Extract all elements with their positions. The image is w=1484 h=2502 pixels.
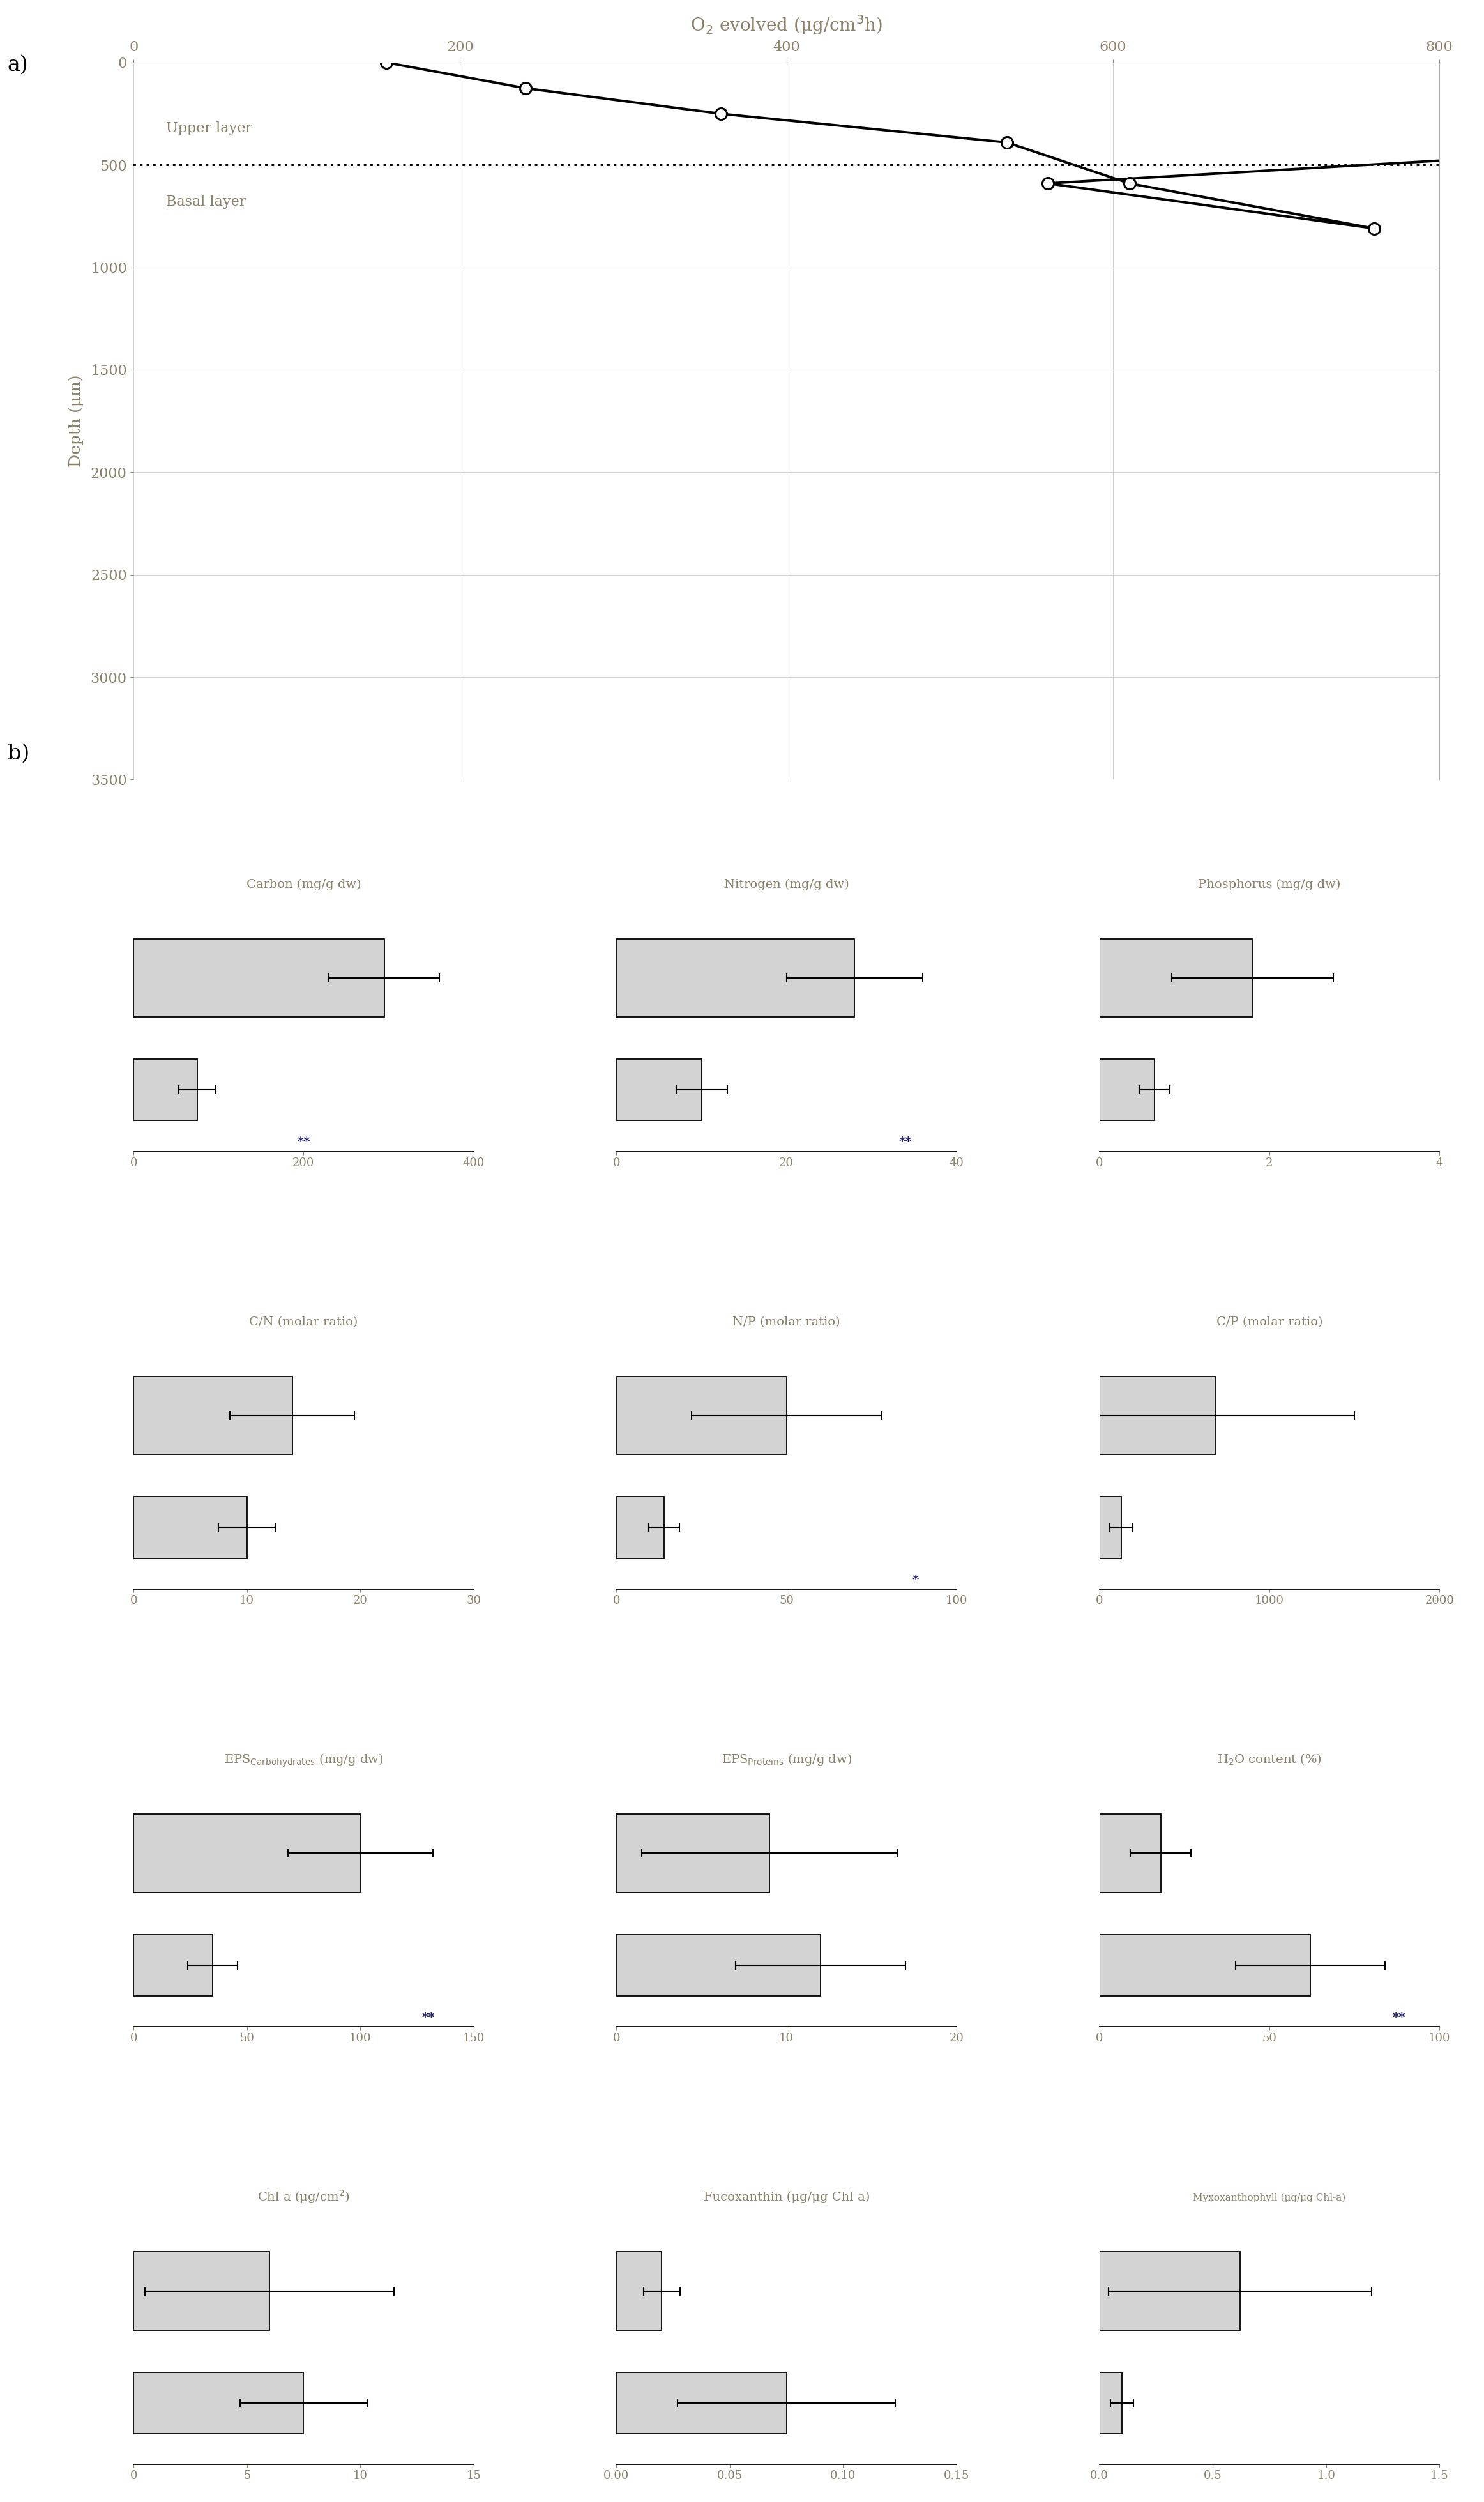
Bar — [1100, 1496, 1122, 1559]
Bar — [616, 2252, 662, 2329]
Title: Chl-a (μg/cm$^2$): Chl-a (μg/cm$^2$) — [258, 2189, 350, 2204]
Bar — [134, 1496, 246, 1559]
Bar — [134, 938, 384, 1016]
Text: b): b) — [7, 743, 30, 763]
Bar — [616, 938, 855, 1016]
Bar — [1100, 938, 1252, 1016]
Title: Fucoxanthin (μg/μg Chl-a): Fucoxanthin (μg/μg Chl-a) — [703, 2192, 870, 2204]
Bar — [1100, 1814, 1160, 1892]
Bar — [1100, 2372, 1122, 2434]
Bar — [134, 1934, 212, 1997]
Title: Phosphorus (mg/g dw): Phosphorus (mg/g dw) — [1198, 878, 1340, 891]
Bar — [616, 2372, 787, 2434]
Title: Nitrogen (mg/g dw): Nitrogen (mg/g dw) — [724, 878, 849, 891]
Title: C/P (molar ratio): C/P (molar ratio) — [1217, 1316, 1322, 1329]
Text: **: ** — [297, 1136, 310, 1148]
Bar — [134, 1814, 361, 1892]
Bar — [1100, 1376, 1215, 1454]
Title: EPS$_{\mathrm{Carbohydrates}}$ (mg/g dw): EPS$_{\mathrm{Carbohydrates}}$ (mg/g dw) — [224, 1751, 383, 1769]
Bar — [134, 2372, 304, 2434]
Title: C/N (molar ratio): C/N (molar ratio) — [249, 1316, 358, 1329]
Bar — [616, 1496, 665, 1559]
Bar — [616, 1934, 821, 1997]
Y-axis label: Depth (μm): Depth (μm) — [68, 375, 83, 468]
Bar — [616, 1814, 770, 1892]
Text: Upper layer: Upper layer — [166, 120, 252, 135]
Bar — [134, 2252, 270, 2329]
Text: a): a) — [7, 55, 28, 75]
Bar — [1100, 1934, 1310, 1997]
X-axis label: O$_2$ evolved (μg/cm$^3$h): O$_2$ evolved (μg/cm$^3$h) — [690, 13, 883, 38]
Title: N/P (molar ratio): N/P (molar ratio) — [733, 1316, 840, 1329]
Bar — [1100, 2252, 1241, 2329]
Bar — [616, 1376, 787, 1454]
Text: *: * — [913, 1574, 919, 1586]
Text: Basal layer: Basal layer — [166, 195, 246, 208]
Title: Myxoxanthophyll (μg/μg Chl-a): Myxoxanthophyll (μg/μg Chl-a) — [1193, 2194, 1346, 2202]
Title: H$_2$O content (%): H$_2$O content (%) — [1217, 1751, 1322, 1766]
Title: EPS$_{\mathrm{Proteins}}$ (mg/g dw): EPS$_{\mathrm{Proteins}}$ (mg/g dw) — [721, 1751, 852, 1766]
Bar — [134, 1058, 197, 1121]
Title: Carbon (mg/g dw): Carbon (mg/g dw) — [246, 878, 361, 891]
Bar — [616, 1058, 702, 1121]
Text: **: ** — [899, 1136, 913, 1148]
Text: **: ** — [1392, 2012, 1405, 2024]
Bar — [134, 1376, 292, 1454]
Text: **: ** — [421, 2012, 435, 2024]
Bar — [1100, 1058, 1155, 1121]
